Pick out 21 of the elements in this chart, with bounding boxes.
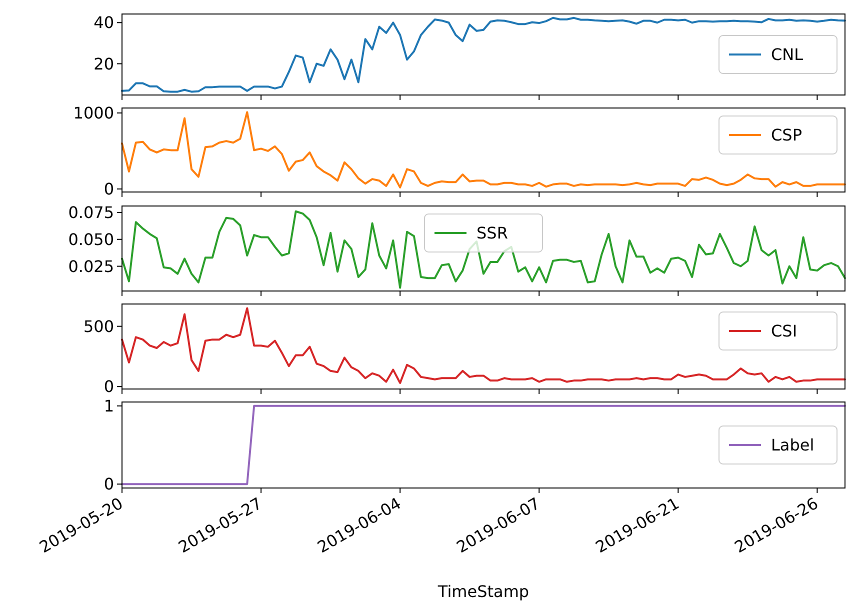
y-tick-label: 1 bbox=[104, 396, 114, 416]
y-tick-label: 0 bbox=[104, 377, 114, 396]
line-series bbox=[121, 111, 846, 188]
legend-label: CSP bbox=[771, 126, 802, 145]
line-series bbox=[121, 307, 846, 384]
legend-label: SSR bbox=[476, 224, 508, 243]
legend-label: Label bbox=[771, 436, 814, 455]
y-tick-label: 20 bbox=[94, 54, 114, 74]
x-axis-title: TimeStamp bbox=[436, 582, 530, 601]
legend-label: CSI bbox=[771, 322, 798, 341]
y-tick-label: 0.050 bbox=[68, 230, 114, 249]
y-tick-label: 0.075 bbox=[68, 203, 114, 222]
y-tick-label: 1000 bbox=[73, 104, 114, 123]
legend-label: CNL bbox=[771, 45, 804, 64]
line-series bbox=[121, 210, 846, 289]
y-tick-label: 0.025 bbox=[68, 256, 114, 276]
y-tick-label: 0 bbox=[104, 474, 114, 494]
y-tick-label: 40 bbox=[94, 13, 114, 32]
y-tick-label: 0 bbox=[104, 180, 114, 199]
y-tick-label: 500 bbox=[83, 316, 114, 336]
line-series bbox=[121, 16, 846, 93]
